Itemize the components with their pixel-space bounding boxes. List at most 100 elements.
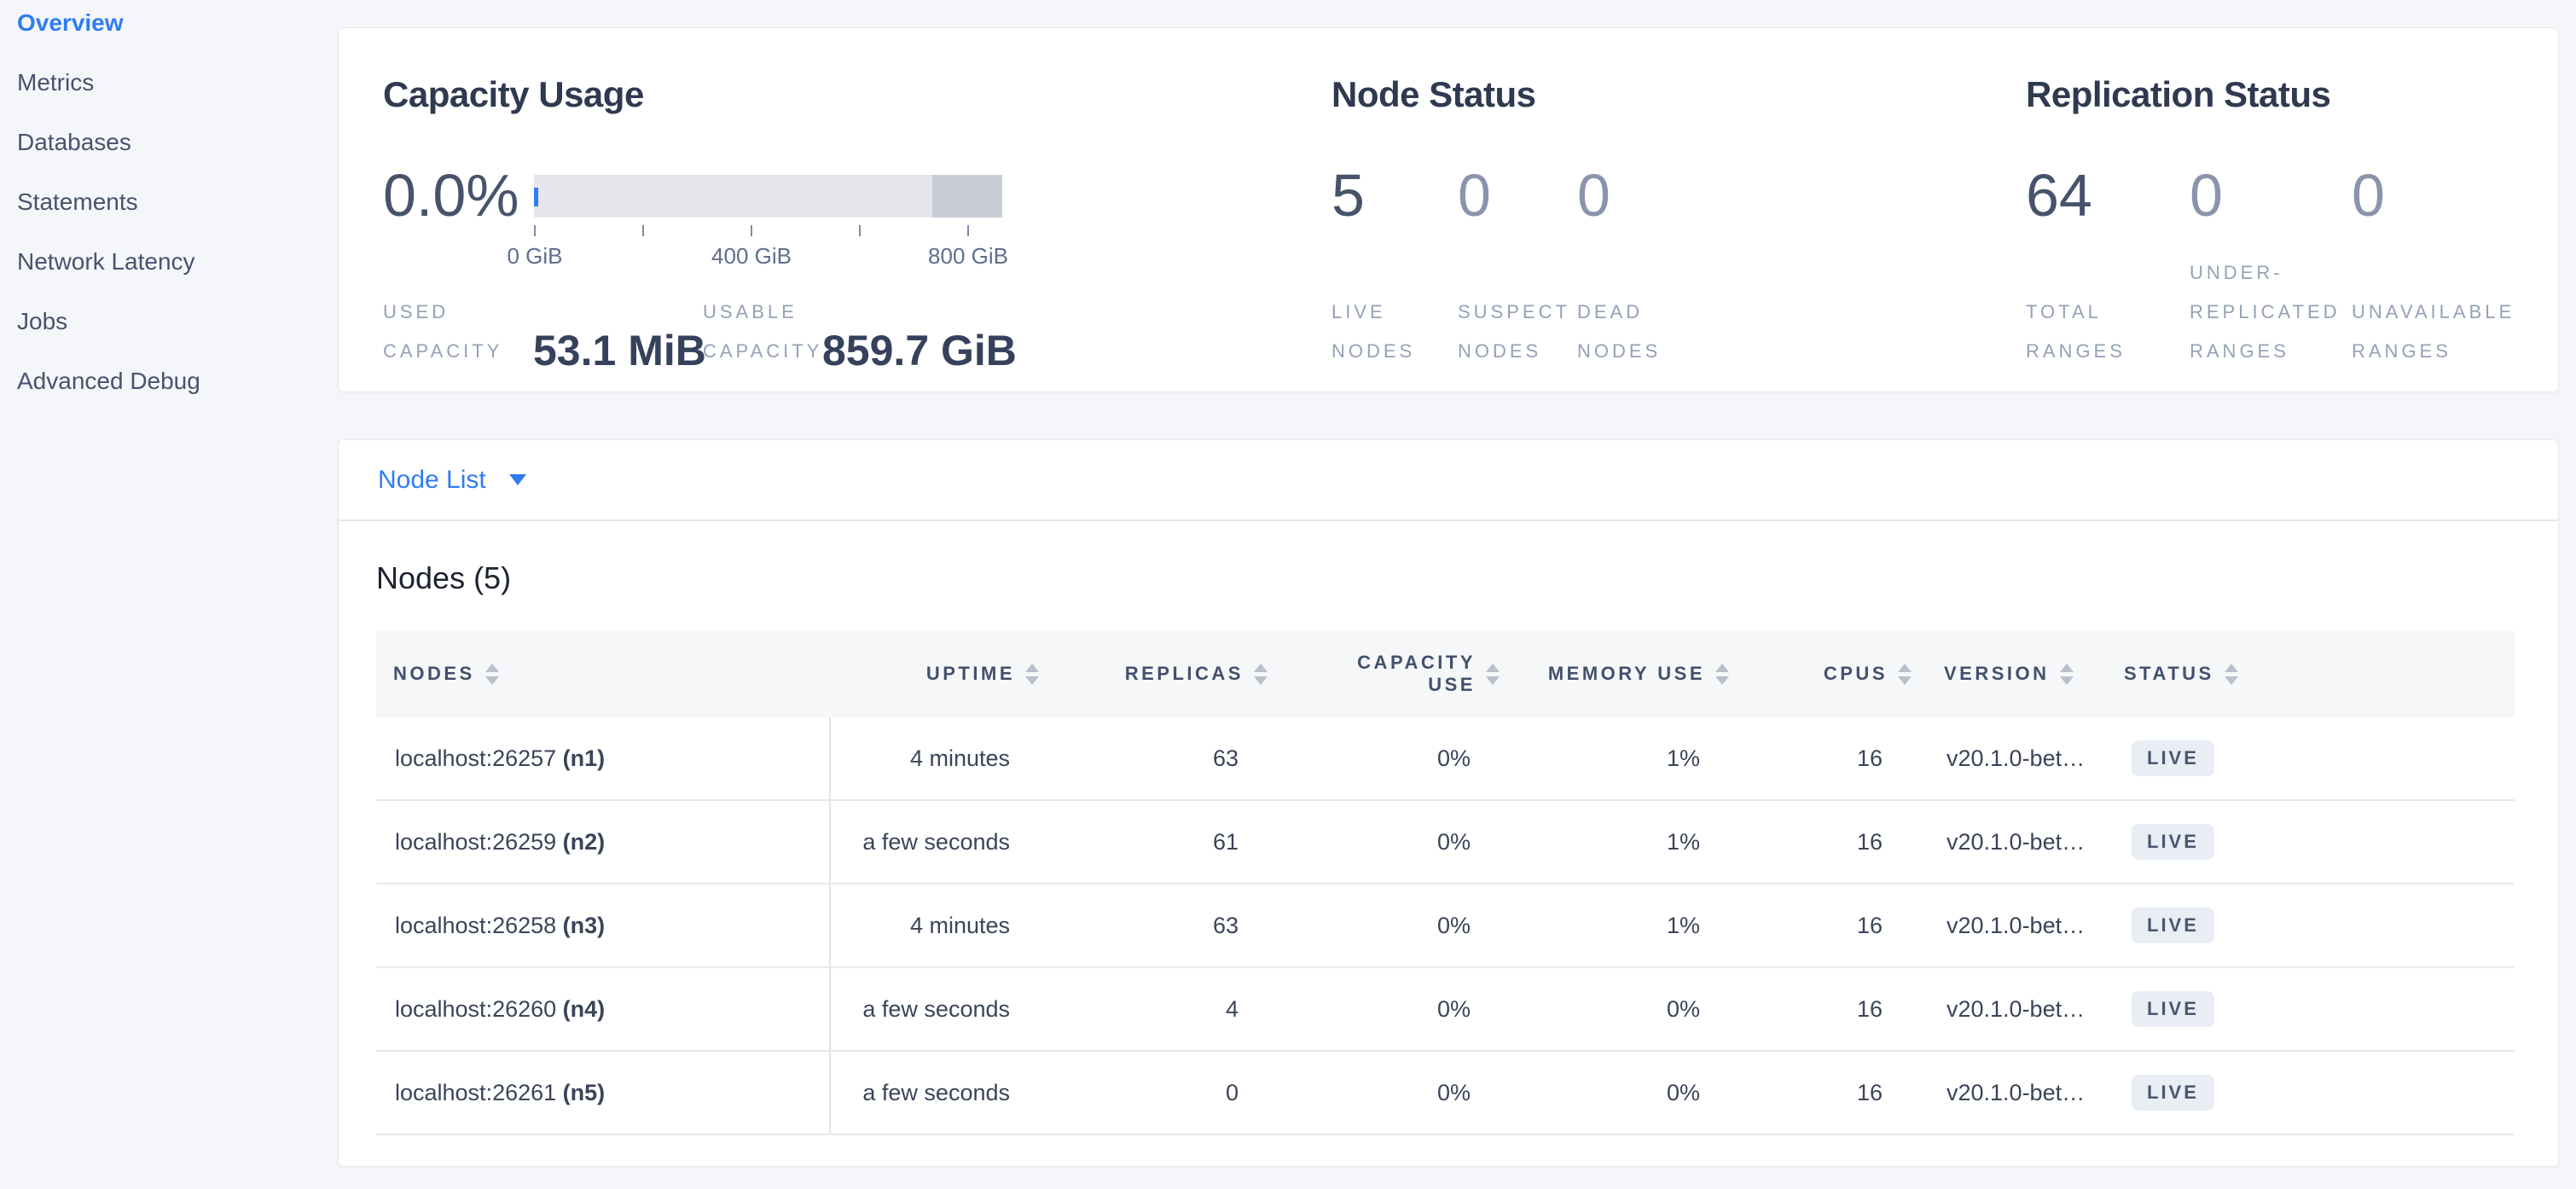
capacity-usage-panel: Capacity Usage 0.0% 0 GiB 400 GiB 800 Gi…: [383, 28, 1321, 392]
replicas-cell: 0: [1225, 1079, 1239, 1105]
node-list-dropdown-label: Node List: [378, 465, 486, 494]
capacity-use-cell: 0%: [1436, 828, 1471, 855]
sort-icon: [2224, 663, 2238, 685]
node-address-cell[interactable]: localhost:26259 (n2): [376, 801, 831, 883]
col-header-nodes[interactable]: NODES: [376, 630, 831, 717]
replication-numbers: 64 0 0: [2026, 165, 2385, 225]
sidebar: Overview Metrics Databases Statements Ne…: [0, 0, 338, 1189]
col-header-version[interactable]: VERSION: [1918, 630, 2098, 717]
table-row-n1[interactable]: localhost:26257 (n1) 4 minutes 63 0% 1% …: [376, 717, 2515, 801]
used-capacity-label: USED CAPACITY: [383, 301, 503, 362]
status-cell: LIVE: [2098, 801, 2515, 883]
node-list-dropdown[interactable]: Node List: [378, 466, 526, 495]
capacity-used-percent: 0.0%: [383, 162, 519, 229]
node-address-cell[interactable]: localhost:26260 (n4): [376, 968, 831, 1050]
status-badge: LIVE: [2132, 740, 2214, 776]
capacity-gauge-bar: [534, 175, 1002, 218]
sidebar-item-metrics[interactable]: Metrics: [17, 69, 95, 96]
node-address-cell[interactable]: localhost:26257 (n1): [376, 717, 831, 799]
unavailable-ranges-count: 0: [2352, 162, 2385, 229]
cpus-cell: 16: [1856, 1079, 1883, 1105]
axis-tick: [534, 225, 536, 236]
capacity-use-cell: 0%: [1436, 995, 1471, 1022]
suspect-nodes-count: 0: [1458, 162, 1491, 229]
status-cell: LIVE: [2098, 1052, 2515, 1134]
status-badge: LIVE: [2132, 1075, 2214, 1111]
table-row-n3[interactable]: localhost:26258 (n3) 4 minutes 63 0% 1% …: [376, 884, 2515, 968]
node-list-card: Node List Nodes (5) NODES UPTIME: [338, 439, 2559, 1167]
table-row-n5[interactable]: localhost:26261 (n5) a few seconds 0 0% …: [376, 1052, 2515, 1135]
capacity-stats: USED CAPACITY 53.1 MiB USABLE CAPACITY 8…: [383, 293, 1017, 374]
node-address-cell[interactable]: localhost:26258 (n3): [376, 884, 831, 966]
nodes-count-heading: Nodes (5): [376, 560, 512, 595]
table-row-n4[interactable]: localhost:26260 (n4) a few seconds 4 0% …: [376, 968, 2515, 1052]
uptime-cell: a few seconds: [862, 995, 1010, 1022]
sidebar-item-jobs[interactable]: Jobs: [17, 308, 68, 334]
under-replicated-ranges-label: UNDER-REPLICATED RANGES: [2190, 262, 2341, 362]
uptime-cell: 4 minutes: [909, 745, 1010, 771]
suspect-nodes-label: SUSPECT NODES: [1458, 301, 1570, 362]
status-badge: LIVE: [2132, 991, 2214, 1027]
sidebar-item-advanced-debug[interactable]: Advanced Debug: [17, 368, 200, 394]
version-cell: v20.1.0-bet…: [1947, 745, 2086, 771]
node-address-cell[interactable]: localhost:26261 (n5): [376, 1052, 831, 1134]
memory-use-cell: 1%: [1666, 828, 1700, 855]
replication-labels: TOTAL RANGES UNDER-REPLICATED RANGES UNA…: [2026, 253, 2515, 371]
cpus-cell: 16: [1856, 995, 1883, 1022]
sidebar-item-databases[interactable]: Databases: [17, 129, 131, 155]
main-content: Capacity Usage 0.0% 0 GiB 400 GiB 800 Gi…: [338, 0, 2559, 1167]
axis-tick: [967, 225, 969, 236]
usable-capacity-label: USABLE CAPACITY: [703, 301, 823, 362]
col-header-replicas[interactable]: REPLICAS: [1046, 630, 1274, 717]
capacity-usage-title: Capacity Usage: [383, 74, 644, 114]
col-header-capacity-use[interactable]: CAPACITY USE: [1274, 630, 1506, 717]
usable-capacity-value: 859.7 GiB: [822, 327, 1017, 374]
cluster-summary-card: Capacity Usage 0.0% 0 GiB 400 GiB 800 Gi…: [338, 27, 2559, 392]
sidebar-item-overview[interactable]: Overview: [17, 9, 124, 36]
sidebar-item-network-latency[interactable]: Network Latency: [17, 248, 195, 275]
capacity-use-cell: 0%: [1436, 745, 1471, 771]
node-status-panel: Node Status 5 0 0 LIVE NODES SUSPECT NOD…: [1332, 28, 2014, 392]
replication-status-title: Replication Status: [2026, 74, 2331, 114]
memory-use-cell: 0%: [1666, 1079, 1700, 1105]
sort-icon: [1254, 663, 1268, 685]
cpus-cell: 16: [1856, 912, 1883, 938]
axis-tick: [859, 225, 861, 236]
col-header-uptime[interactable]: UPTIME: [831, 630, 1046, 717]
col-header-memory-use[interactable]: MEMORY USE: [1506, 630, 1736, 717]
replicas-cell: 63: [1212, 745, 1239, 771]
table-row-n2[interactable]: localhost:26259 (n2) a few seconds 61 0%…: [376, 801, 2515, 884]
sort-icon: [484, 663, 499, 685]
memory-use-cell: 1%: [1666, 745, 1700, 771]
uptime-cell: a few seconds: [862, 828, 1010, 855]
capacity-gauge-secondary-segment: [931, 175, 1002, 218]
replicas-cell: 4: [1225, 995, 1239, 1022]
capacity-use-cell: 0%: [1436, 912, 1471, 938]
sidebar-item-statements[interactable]: Statements: [17, 188, 138, 215]
cpus-cell: 16: [1856, 828, 1883, 855]
cpus-cell: 16: [1856, 745, 1883, 771]
col-header-status[interactable]: STATUS: [2098, 630, 2515, 717]
version-cell: v20.1.0-bet…: [1947, 1079, 2086, 1105]
used-capacity-value: 53.1 MiB: [533, 327, 706, 374]
node-status-numbers: 5 0 0: [1332, 165, 1610, 225]
replicas-cell: 63: [1212, 912, 1239, 938]
memory-use-cell: 0%: [1666, 995, 1700, 1022]
uptime-cell: 4 minutes: [909, 912, 1010, 938]
status-badge: LIVE: [2132, 824, 2214, 860]
total-ranges-count: 64: [2026, 162, 2092, 229]
replication-status-panel: Replication Status 64 0 0 TOTAL RANGES U…: [2026, 28, 2555, 392]
sort-icon: [1715, 663, 1729, 685]
nodes-table-header: NODES UPTIME REPLICAS CAPACITY USE: [376, 630, 2515, 717]
live-nodes-count: 5: [1332, 162, 1365, 229]
dead-nodes-label: DEAD NODES: [1577, 301, 1662, 362]
replicas-cell: 61: [1212, 828, 1239, 855]
version-cell: v20.1.0-bet…: [1947, 828, 2086, 855]
status-cell: LIVE: [2098, 968, 2515, 1050]
capacity-use-cell: 0%: [1436, 1079, 1471, 1105]
axis-tick: [642, 225, 644, 236]
sort-icon: [1486, 663, 1500, 685]
unavailable-ranges-label: UNAVAILABLE RANGES: [2352, 301, 2515, 362]
node-list-toolbar: Node List: [339, 440, 2558, 521]
col-header-cpus[interactable]: CPUS: [1736, 630, 1918, 717]
